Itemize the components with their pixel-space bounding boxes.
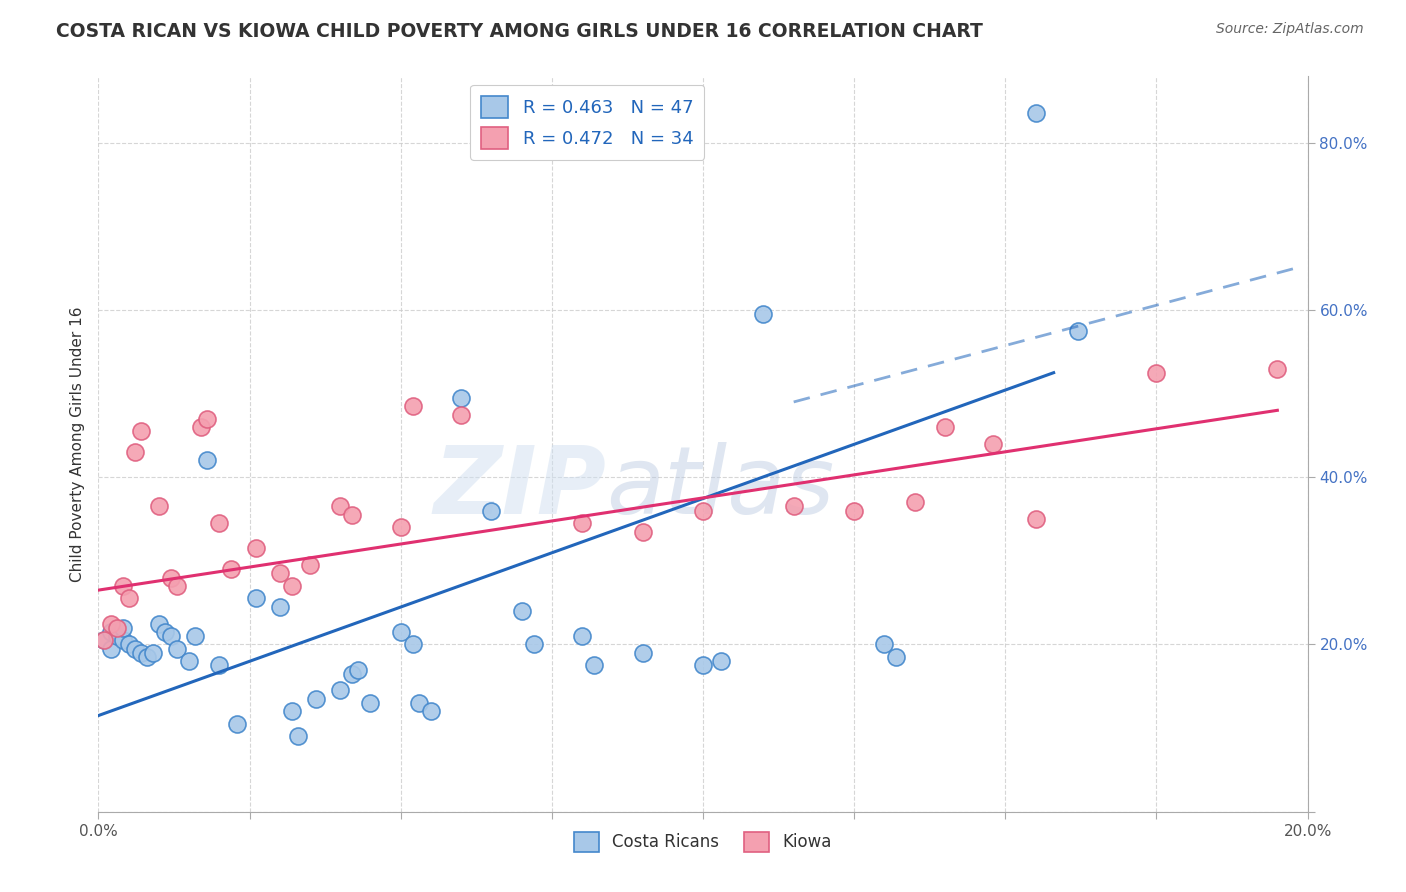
Point xyxy=(886,650,908,665)
Y-axis label: Child Poverty Among Girls Under 16: Child Poverty Among Girls Under 16 xyxy=(69,306,84,582)
Point xyxy=(329,683,352,698)
Text: COSTA RICAN VS KIOWA CHILD POVERTY AMONG GIRLS UNDER 16 CORRELATION CHART: COSTA RICAN VS KIOWA CHILD POVERTY AMONG… xyxy=(56,22,983,41)
Text: Source: ZipAtlas.com: Source: ZipAtlas.com xyxy=(1216,22,1364,37)
Text: atlas: atlas xyxy=(606,442,835,533)
Point xyxy=(360,696,382,710)
Point xyxy=(692,503,714,517)
Point xyxy=(347,663,370,677)
Point xyxy=(100,641,122,656)
Point xyxy=(305,691,328,706)
Point xyxy=(981,436,1004,450)
Point xyxy=(160,629,183,643)
Point xyxy=(873,637,896,651)
Point xyxy=(710,654,733,668)
Point xyxy=(481,503,503,517)
Point xyxy=(195,453,218,467)
Point xyxy=(1144,366,1167,380)
Point xyxy=(105,621,128,635)
Point xyxy=(129,646,152,660)
Legend: Costa Ricans, Kiowa: Costa Ricans, Kiowa xyxy=(567,825,839,859)
Point xyxy=(100,624,122,639)
Point xyxy=(129,424,152,438)
Point xyxy=(148,616,170,631)
Point xyxy=(160,571,183,585)
Point xyxy=(408,696,430,710)
Point xyxy=(221,562,243,576)
Point xyxy=(389,624,412,639)
Text: ZIP: ZIP xyxy=(433,442,606,534)
Point xyxy=(111,579,134,593)
Point xyxy=(208,658,231,673)
Point xyxy=(692,658,714,673)
Point xyxy=(111,633,134,648)
Point xyxy=(450,408,472,422)
Point xyxy=(111,621,134,635)
Point xyxy=(124,445,146,459)
Point xyxy=(269,566,291,581)
Point xyxy=(420,705,443,719)
Point xyxy=(583,658,606,673)
Point xyxy=(100,616,122,631)
Point xyxy=(226,717,249,731)
Point xyxy=(281,579,304,593)
Point xyxy=(166,641,188,656)
Point xyxy=(571,516,593,531)
Point xyxy=(135,650,157,665)
Point xyxy=(299,558,322,572)
Point xyxy=(450,391,472,405)
Point xyxy=(124,641,146,656)
Point xyxy=(93,633,115,648)
Point xyxy=(631,524,654,539)
Point xyxy=(281,705,304,719)
Point xyxy=(118,637,141,651)
Point xyxy=(342,508,364,522)
Point xyxy=(783,500,806,514)
Point xyxy=(402,637,425,651)
Point xyxy=(1267,361,1289,376)
Point xyxy=(184,629,207,643)
Point xyxy=(142,646,165,660)
Point xyxy=(402,399,425,413)
Point xyxy=(153,624,176,639)
Point xyxy=(342,666,364,681)
Point xyxy=(934,420,956,434)
Point xyxy=(523,637,546,651)
Point xyxy=(631,646,654,660)
Point xyxy=(287,730,309,744)
Point xyxy=(1024,106,1046,120)
Point xyxy=(195,411,218,425)
Point xyxy=(208,516,231,531)
Point xyxy=(190,420,212,434)
Point xyxy=(1067,324,1090,338)
Point xyxy=(1024,512,1046,526)
Point xyxy=(118,591,141,606)
Point xyxy=(166,579,188,593)
Point xyxy=(844,503,866,517)
Point xyxy=(93,633,115,648)
Point xyxy=(148,500,170,514)
Point xyxy=(245,541,267,556)
Point xyxy=(179,654,201,668)
Point xyxy=(904,495,927,509)
Point xyxy=(752,307,775,321)
Point xyxy=(510,604,533,618)
Point xyxy=(269,599,291,614)
Point xyxy=(245,591,267,606)
Point xyxy=(571,629,593,643)
Point xyxy=(389,520,412,534)
Point xyxy=(329,500,352,514)
Point xyxy=(105,629,128,643)
